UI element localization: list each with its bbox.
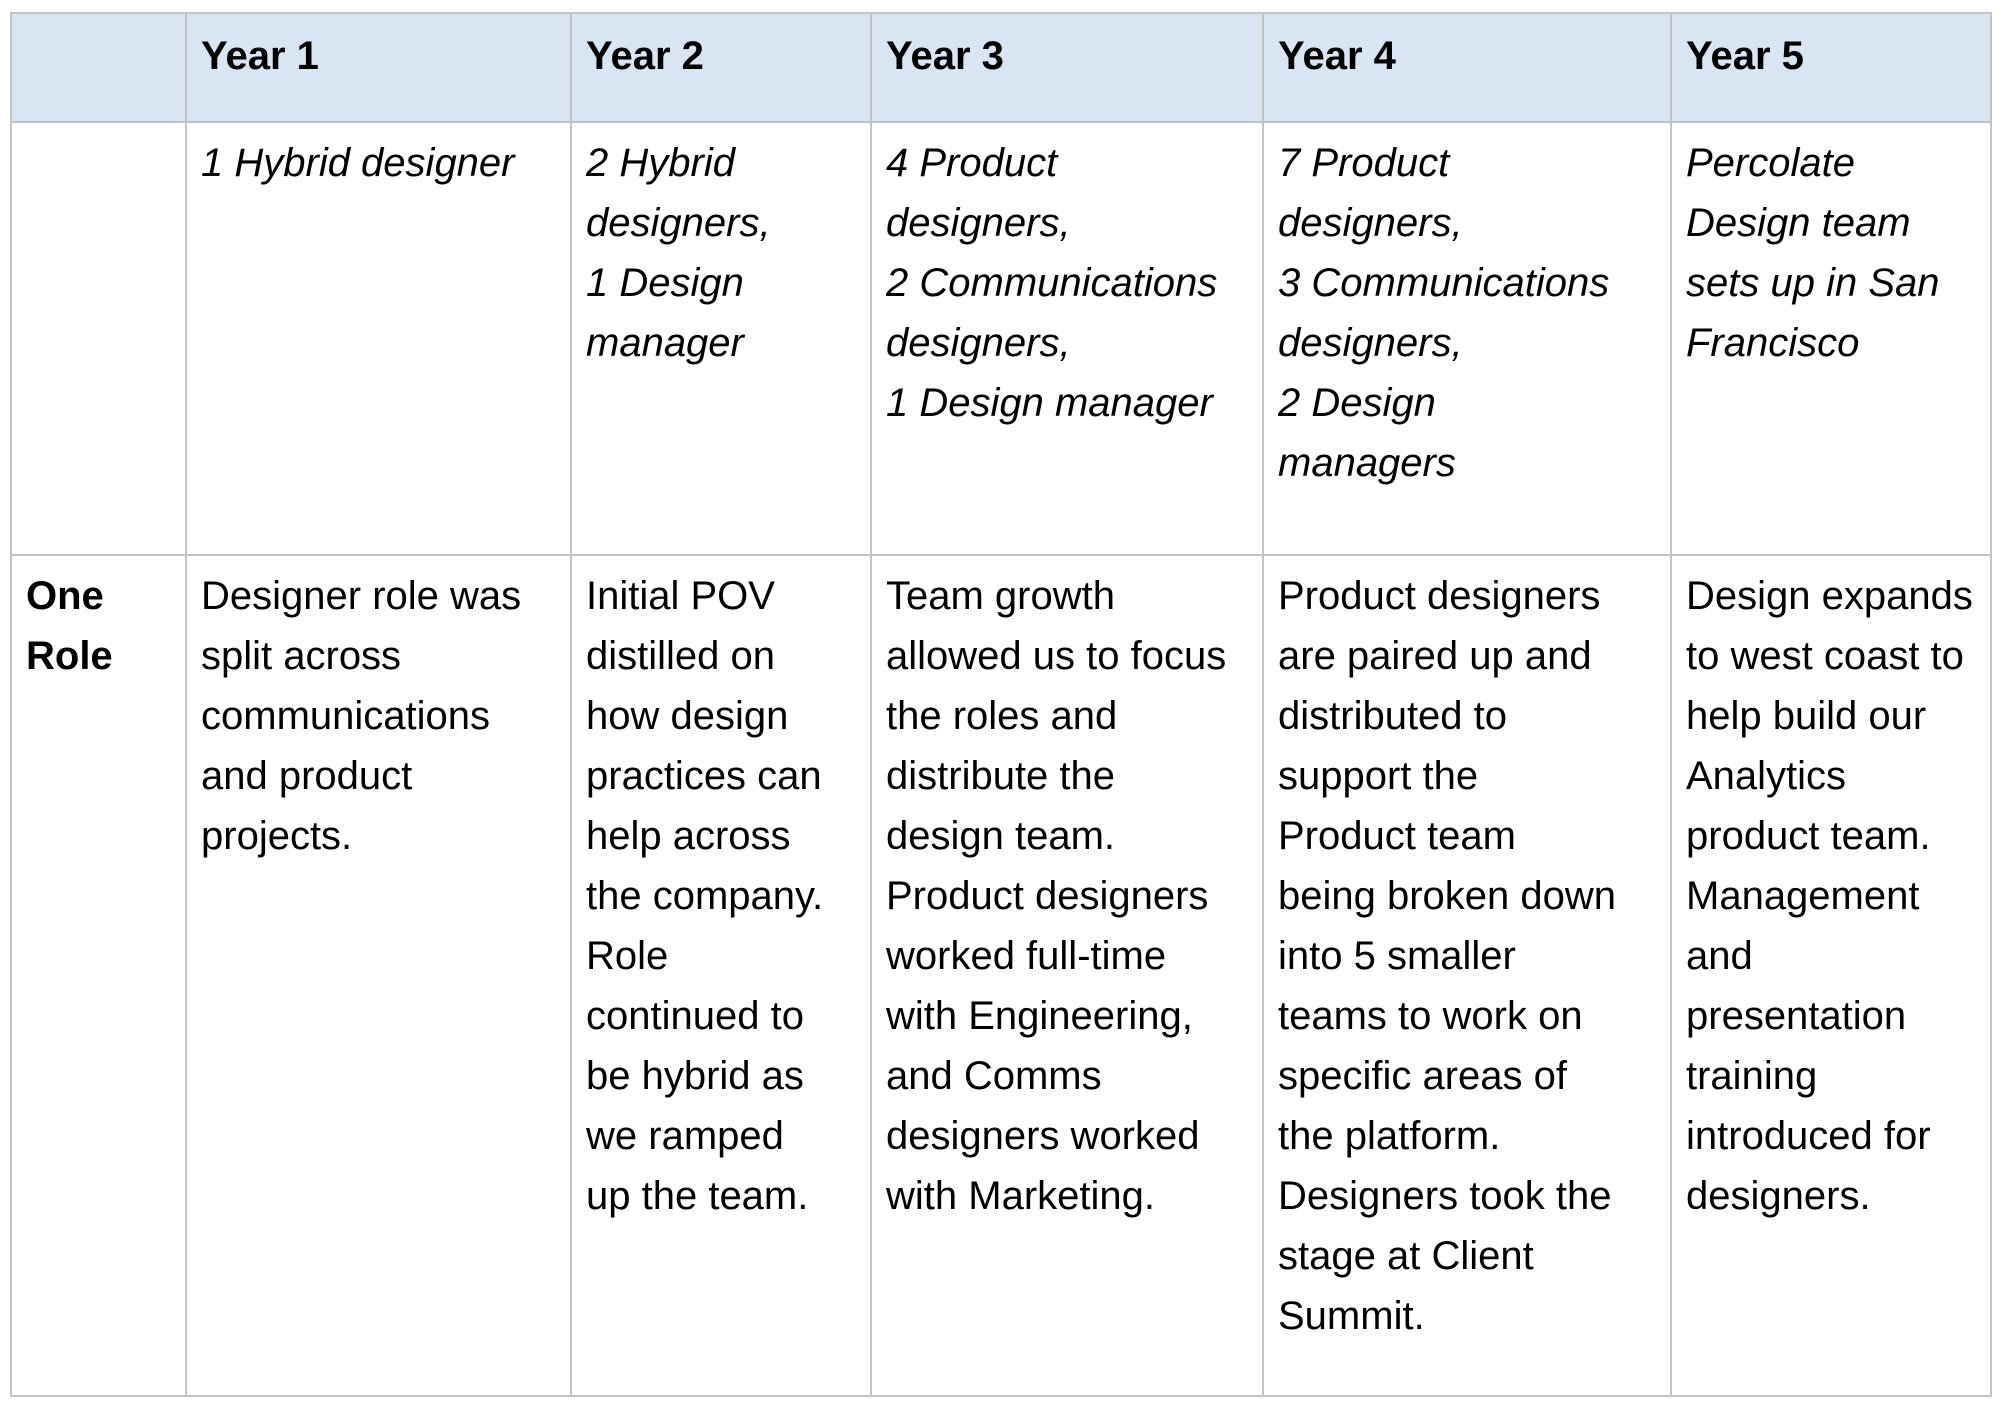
header-year-4: Year 4 <box>1262 12 1672 123</box>
team-cell-year-4: 7 Product designers, 3 Communications de… <box>1262 121 1672 556</box>
one-role-label-cell: One Role <box>10 554 187 1397</box>
header-corner-cell <box>10 12 187 123</box>
team-cell-year-2: 2 Hybrid designers, 1 Design manager <box>570 121 872 556</box>
role-cell-year-5: Design expands to west coast to help bui… <box>1670 554 1992 1397</box>
role-cell-year-3: Team growth allowed us to focus the role… <box>870 554 1264 1397</box>
role-cell-year-1: Designer role was split across communica… <box>185 554 572 1397</box>
header-year-5: Year 5 <box>1670 12 1992 123</box>
role-cell-year-4: Product designers are paired up and dist… <box>1262 554 1672 1397</box>
team-cell-year-1: 1 Hybrid designer <box>185 121 572 556</box>
one-role-row: One Role Designer role was split across … <box>10 554 1992 1397</box>
team-composition-row: 1 Hybrid designer 2 Hybrid designers, 1 … <box>10 121 1992 556</box>
role-cell-year-2: Initial POV distilled on how design prac… <box>570 554 872 1397</box>
header-year-2: Year 2 <box>570 12 872 123</box>
team-cell-year-3: 4 Product designers, 2 Communications de… <box>870 121 1264 556</box>
header-year-3: Year 3 <box>870 12 1264 123</box>
design-team-timeline-table: Year 1 Year 2 Year 3 Year 4 Year 5 1 Hyb… <box>10 12 1992 1397</box>
header-year-1: Year 1 <box>185 12 572 123</box>
header-row: Year 1 Year 2 Year 3 Year 4 Year 5 <box>10 12 1992 123</box>
team-row-label-cell <box>10 121 187 556</box>
team-cell-year-5: Percolate Design team sets up in San Fra… <box>1670 121 1992 556</box>
